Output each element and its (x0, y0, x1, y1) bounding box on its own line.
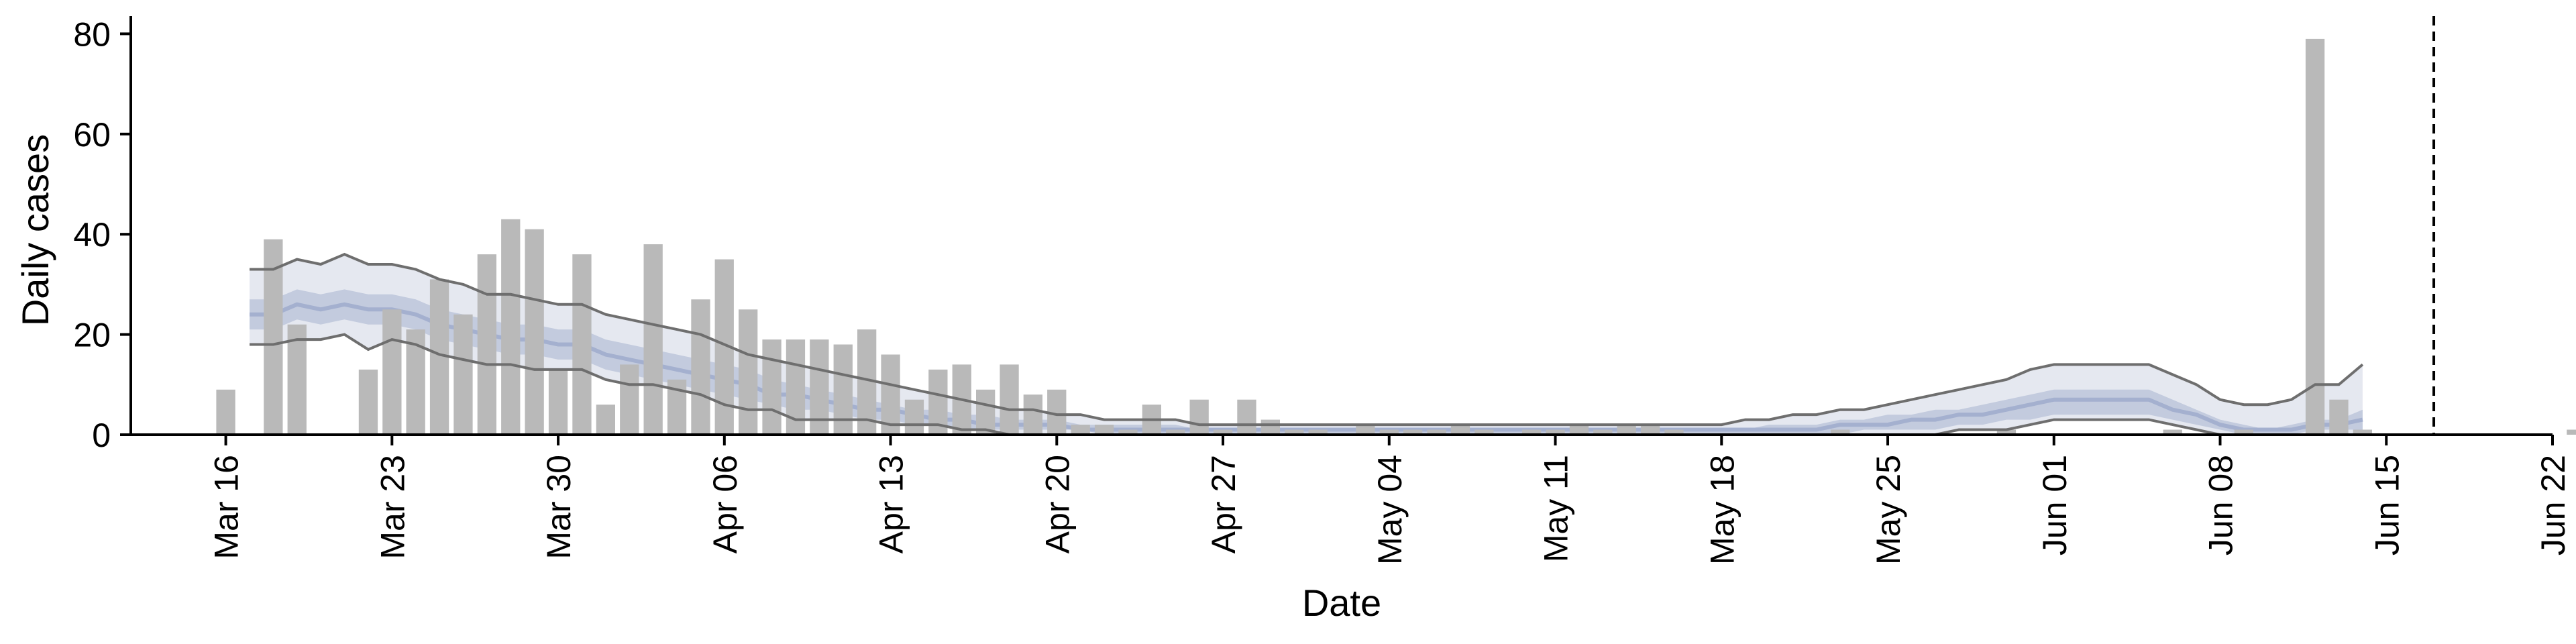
x-tick-label: Jun 22 (2534, 455, 2572, 555)
daily-case-bar (2234, 429, 2253, 435)
daily-case-bar (1094, 425, 1114, 435)
x-tick-label: Mar 16 (208, 455, 246, 559)
daily-case-bar (1000, 364, 1019, 435)
y-tick-label: 80 (73, 15, 111, 53)
y-axis-ticks: 0 20 40 60 80 (73, 15, 131, 454)
daily-case-bar (1450, 425, 1470, 435)
x-tick-label: May 25 (1870, 455, 1907, 565)
y-tick-label: 20 (73, 317, 111, 354)
daily-case-bar (1617, 425, 1636, 435)
daily-case-bar (1166, 429, 1185, 435)
daily-case-bar (1023, 394, 1042, 435)
x-tick-label: Jun 01 (2036, 455, 2074, 555)
x-tick-label: Apr 13 (873, 455, 910, 553)
upper-bound-line (250, 252, 2364, 427)
y-tick-label: 0 (92, 417, 111, 454)
daily-case-bar (1071, 425, 1090, 435)
daily-case-bar (1427, 429, 1446, 435)
y-tick-label: 60 (73, 116, 111, 154)
daily-case-bar (1260, 419, 1280, 435)
daily-case-bar (881, 354, 900, 435)
daily-case-bar (1308, 429, 1328, 435)
daily-case-bar (216, 389, 235, 435)
x-tick-label: Apr 20 (1038, 455, 1076, 553)
daily-case-bar (691, 299, 710, 435)
x-tick-label: Mar 30 (540, 455, 578, 559)
daily-case-bar (358, 369, 378, 435)
daily-case-bar (833, 344, 853, 435)
daily-case-bar (477, 254, 496, 435)
daily-case-bar (525, 229, 544, 435)
x-tick-label: May 18 (1703, 455, 1741, 565)
daily-case-bar (1593, 429, 1613, 435)
daily-case-bar (976, 389, 996, 435)
daily-case-bar (1569, 425, 1589, 435)
daily-case-bar (1189, 399, 1209, 435)
daily-case-bar (1522, 429, 1542, 435)
daily-case-bar (1996, 429, 2017, 435)
x-tick-label: May 04 (1371, 455, 1409, 565)
x-axis-ticks: Mar 16 Mar 23 Mar 30 Apr 06 Apr 13 Apr 20 Apr … (208, 435, 2572, 565)
daily-case-bar (2163, 429, 2182, 435)
x-tick-label: Jun 15 (2368, 455, 2406, 555)
y-tick-label: 40 (73, 216, 111, 254)
daily-case-bar (2305, 38, 2325, 435)
daily-case-bar (1474, 429, 1494, 435)
x-tick-label: Jun 08 (2202, 455, 2240, 555)
x-tick-label: Mar 23 (374, 455, 411, 559)
daily-case-bar (643, 244, 663, 435)
daily-case-bar (1831, 429, 1850, 435)
x-tick-label: May 11 (1538, 455, 1575, 562)
daily-case-bar (453, 314, 473, 435)
daily-case-bar (1213, 429, 1233, 435)
daily-case-bar (1664, 429, 1684, 435)
daily-case-bar (739, 309, 758, 435)
median-estimate-line (250, 302, 2363, 432)
daily-case-bar (2329, 399, 2349, 435)
daily-case-bars (216, 38, 2576, 435)
daily-case-bar (1356, 425, 1375, 435)
daily-case-bar (2567, 429, 2576, 435)
daily-case-bar (1237, 399, 1256, 435)
daily-case-bar (1546, 429, 1565, 435)
chart-axes (129, 16, 2553, 436)
daily-case-bar (1640, 425, 1660, 435)
daily-case-bar (548, 369, 568, 435)
daily-case-bar (1379, 429, 1399, 435)
daily-case-bar (264, 239, 283, 435)
daily-case-bar (501, 219, 521, 435)
daily-case-bar (620, 364, 639, 435)
daily-case-bar (762, 339, 782, 435)
daily-case-bar (287, 324, 307, 435)
daily-case-bar (1118, 429, 1138, 435)
x-axis-title: Date (1302, 582, 1381, 624)
daily-case-bar (1403, 429, 1423, 435)
x-tick-label: Apr 06 (706, 455, 744, 553)
daily-case-bar (904, 399, 924, 435)
daily-case-bar (382, 309, 402, 435)
y-axis-title: Daily cases (14, 134, 56, 326)
daily-case-bar (572, 254, 592, 435)
x-tick-label: Apr 27 (1205, 455, 1242, 553)
daily-case-bar (1285, 429, 1304, 435)
daily-case-bar (2353, 429, 2372, 435)
daily-case-bar (596, 405, 615, 435)
